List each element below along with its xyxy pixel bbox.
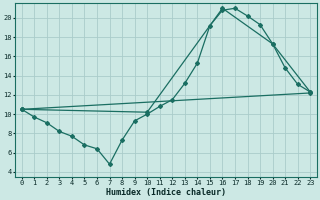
X-axis label: Humidex (Indice chaleur): Humidex (Indice chaleur) <box>106 188 226 197</box>
